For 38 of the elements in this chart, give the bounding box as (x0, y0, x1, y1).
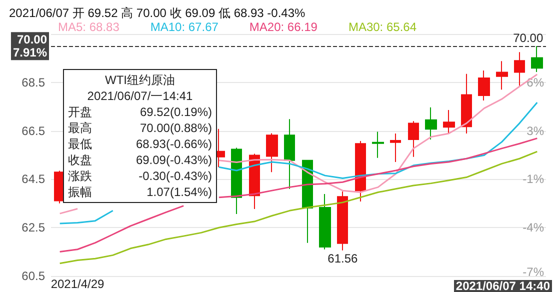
info-box: WTI纽约原油 2021/06/07/一14:41 开盘 69.52(0.19%) 最高 70.00(0.88%) 最低 68.93(-0.66%) 收盘 69.09(-0.43%) 涨跌 -0.30(-0.43%) 振幅 1.07(1.54%) (63, 69, 217, 203)
text: MA30: 65.64 (348, 20, 417, 34)
annotation: WTI纽约原油 (104, 72, 176, 88)
y2-tick-label: 3% (526, 124, 544, 138)
text: 2021/06/07 14:40 (454, 279, 552, 292)
chart-title: 2021/06/07 开 69.52 高 70.00 收 69.09 低 68.93 -0.43% (9, 6, 306, 20)
y-tick-label: 62.5 (22, 220, 46, 235)
candlestick (231, 147, 242, 215)
candlestick (478, 70, 490, 102)
candlestick (461, 73, 472, 134)
annotation: 70.00 (513, 31, 544, 46)
text: MA5: 68.83 (58, 20, 120, 34)
candlestick (355, 140, 366, 202)
candlestick (337, 191, 348, 251)
y-tick-label: 68.5 (22, 75, 46, 90)
candlestick (266, 132, 278, 173)
candlestick (372, 131, 384, 158)
candlestick (284, 118, 295, 190)
y2-tick-label: -1% (522, 172, 544, 186)
candlestick (390, 132, 401, 163)
candlestick (319, 193, 331, 250)
y-tick-label: 64.5 (22, 172, 46, 186)
candlestick (408, 120, 419, 158)
candlestick (514, 52, 525, 86)
y-tick-label: 66.5 (22, 124, 46, 138)
y2-tick-label: -4% (522, 220, 544, 235)
candlestick (531, 46, 543, 72)
annotation: 2021/06/07/一14:41 (86, 88, 194, 104)
x-tick-label: 2021/4/29 (50, 277, 105, 291)
annotation: 61.56 (328, 251, 358, 266)
text: MA20: 66.19 (249, 20, 318, 34)
y2-tick-label: -7% (522, 265, 544, 279)
ref-line-label: 70.00 7.91% (12, 32, 48, 60)
candlestick (496, 60, 508, 90)
text: MA10: 67.67 (150, 20, 219, 34)
candlestick (443, 109, 455, 134)
y-tick-label: 60.5 (22, 269, 46, 283)
candlestick (425, 106, 437, 140)
